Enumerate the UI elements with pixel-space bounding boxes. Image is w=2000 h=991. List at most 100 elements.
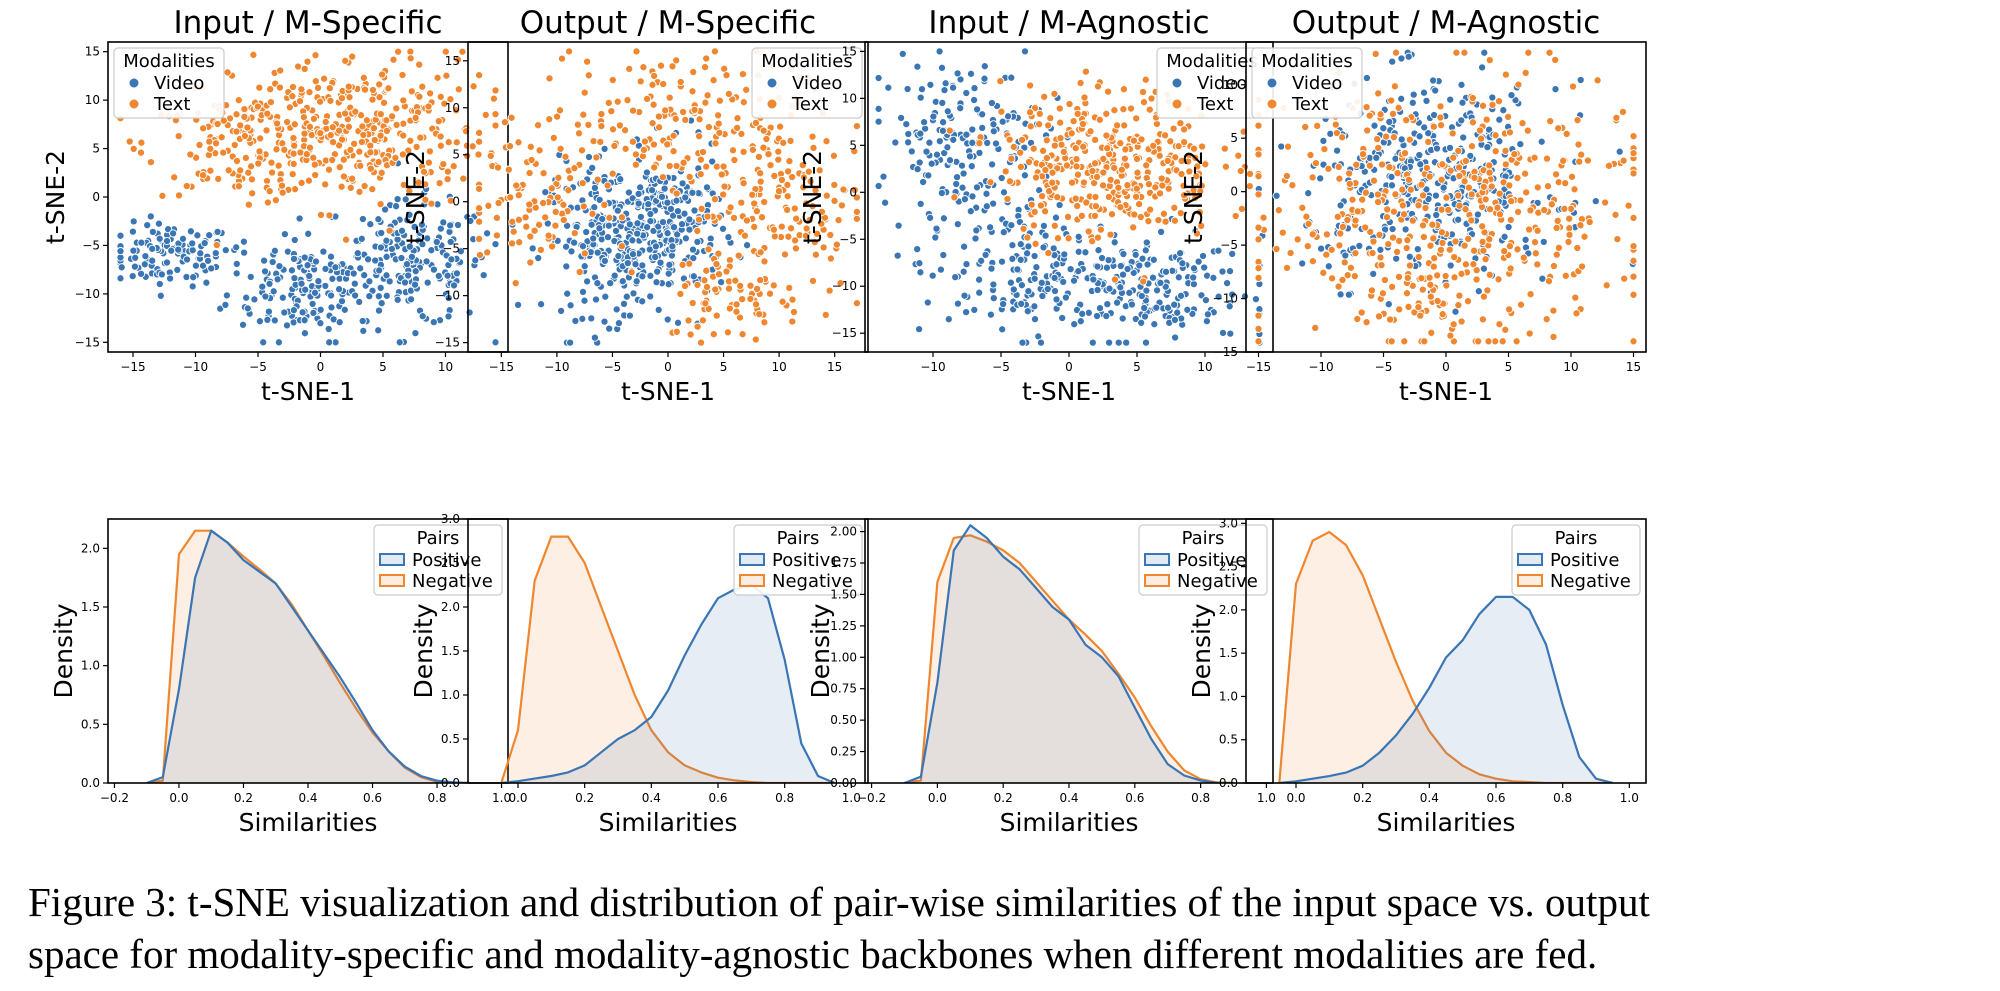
point-text xyxy=(1236,166,1245,176)
point-text xyxy=(278,188,287,197)
point-video xyxy=(962,308,971,317)
point-video xyxy=(929,112,938,121)
point-text xyxy=(1523,126,1532,135)
point-video xyxy=(246,272,255,281)
legend-title: Pairs xyxy=(417,528,460,549)
x-tick-label: 0.0 xyxy=(508,791,527,805)
point-video xyxy=(612,305,621,314)
point-video xyxy=(400,278,410,287)
point-text xyxy=(588,209,597,218)
point-text xyxy=(1374,143,1383,152)
x-tick-label: −0.2 xyxy=(100,791,129,805)
point-text xyxy=(1116,203,1125,212)
point-text xyxy=(753,284,762,293)
point-text xyxy=(439,160,448,169)
point-video xyxy=(987,98,996,108)
point-video xyxy=(327,291,336,300)
point-video xyxy=(595,224,604,233)
point-text xyxy=(1444,205,1453,214)
point-video xyxy=(1153,286,1162,295)
point-video xyxy=(937,188,946,198)
point-video xyxy=(1384,300,1393,309)
point-text xyxy=(328,123,337,132)
point-text xyxy=(615,121,624,130)
point-text xyxy=(1282,171,1291,181)
x-tick-label: 5 xyxy=(720,360,728,374)
point-video xyxy=(982,189,991,198)
point-text xyxy=(1577,150,1586,159)
point-video xyxy=(355,297,364,306)
point-video xyxy=(205,231,214,240)
plot-area xyxy=(1278,530,1613,783)
point-text xyxy=(305,143,315,152)
y-tick-label: −5 xyxy=(82,238,100,252)
point-text xyxy=(526,142,535,151)
point-text xyxy=(392,104,401,113)
point-text xyxy=(610,141,619,150)
point-video xyxy=(958,183,967,192)
point-video xyxy=(925,138,934,147)
point-video xyxy=(155,234,164,243)
point-video xyxy=(471,256,480,265)
point-text xyxy=(1576,221,1585,230)
point-text xyxy=(548,242,557,251)
point-video xyxy=(377,299,386,308)
legend-label-video: Video xyxy=(1292,73,1342,94)
point-video xyxy=(610,271,619,280)
x-tick-label: −0.2 xyxy=(857,791,886,805)
point-text xyxy=(764,150,773,159)
point-text xyxy=(950,193,959,202)
y-tick-label: 1.0 xyxy=(81,659,100,673)
point-text xyxy=(703,212,712,221)
point-text xyxy=(826,230,835,240)
point-text xyxy=(1376,110,1385,119)
point-text xyxy=(295,97,305,106)
point-text xyxy=(1565,224,1574,233)
point-text xyxy=(357,137,366,147)
legend-label-positive: Positive xyxy=(412,550,481,571)
point-text xyxy=(608,75,617,85)
point-video xyxy=(975,275,984,284)
point-text xyxy=(262,176,272,186)
point-text xyxy=(813,229,822,238)
point-text xyxy=(1373,190,1382,199)
point-video xyxy=(1189,280,1198,289)
point-video xyxy=(314,277,323,286)
point-video xyxy=(1372,153,1381,162)
point-text xyxy=(1430,254,1439,263)
point-video xyxy=(1336,290,1345,299)
point-video xyxy=(590,333,599,342)
point-video xyxy=(998,117,1007,126)
point-text xyxy=(1514,207,1523,216)
point-text xyxy=(277,181,287,190)
x-axis-label: Similarities xyxy=(599,808,738,837)
x-tick-label: 1.0 xyxy=(1620,791,1639,805)
point-video xyxy=(708,157,717,166)
point-video xyxy=(978,110,987,119)
point-text xyxy=(1491,131,1500,140)
point-text xyxy=(1237,204,1246,213)
point-text xyxy=(1507,197,1516,206)
point-text xyxy=(577,146,587,155)
panel-8: 0.0 0.2 0.4 0.6 0.8 1.00.00.51.01.52.02.53.0S… xyxy=(1187,516,1647,837)
point-text xyxy=(665,93,674,102)
point-text xyxy=(836,279,845,288)
point-text xyxy=(539,169,548,178)
point-video xyxy=(651,242,660,251)
point-text xyxy=(852,214,861,223)
panel-5: −0.2 0.0 0.2 0.4 0.6 0.8 1.00.00.51.01.52.0Sim… xyxy=(49,518,511,837)
point-text xyxy=(1053,193,1062,202)
point-text xyxy=(341,56,350,65)
point-video xyxy=(970,95,979,105)
point-text xyxy=(852,299,861,308)
point-text xyxy=(711,139,720,148)
x-tick-label: 0 xyxy=(664,360,672,374)
point-video xyxy=(904,129,913,139)
point-text xyxy=(1629,132,1638,141)
point-video xyxy=(949,83,958,92)
point-text xyxy=(1107,210,1117,219)
point-video xyxy=(1495,115,1504,124)
point-text xyxy=(579,202,588,211)
